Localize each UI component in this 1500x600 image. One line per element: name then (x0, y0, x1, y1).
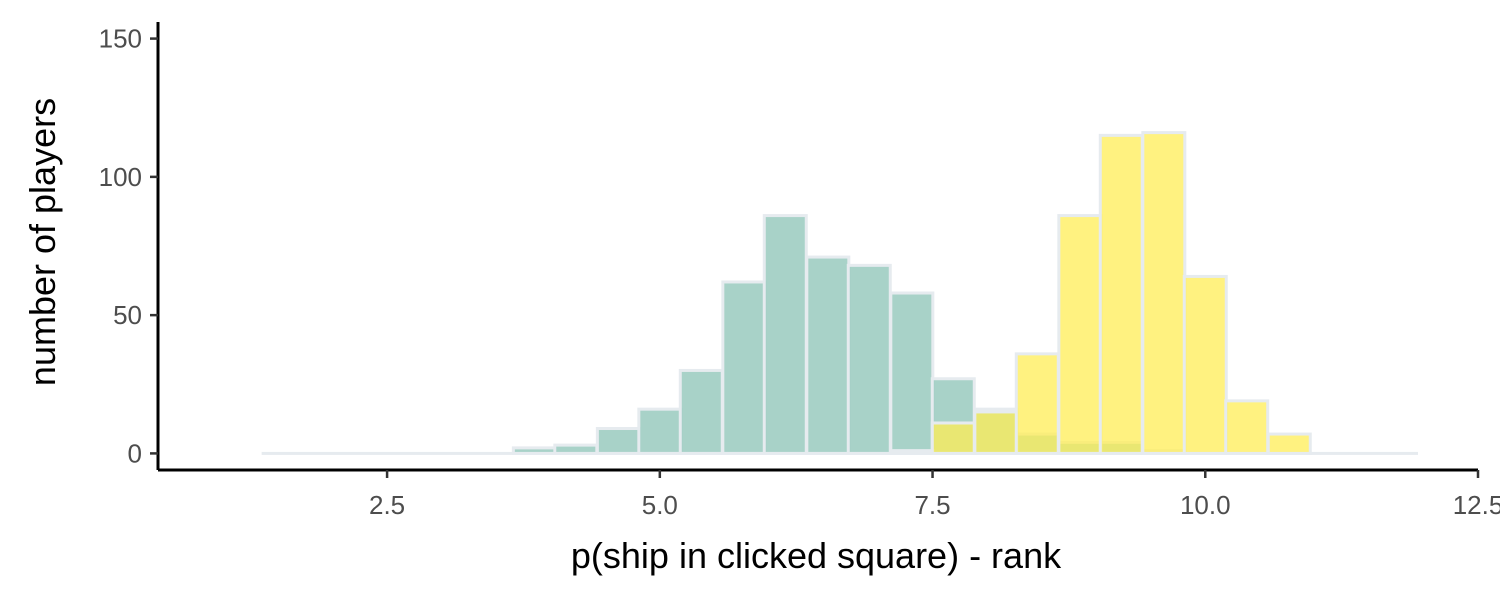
x-tick-label: 12.5 (1453, 490, 1500, 520)
histogram-bar (889, 449, 935, 455)
histogram-bar (637, 407, 683, 455)
x-tick-label: 10.0 (1180, 490, 1231, 520)
y-tick-label: 150 (99, 24, 142, 54)
histogram-bar (1182, 274, 1228, 455)
histogram-bar (1266, 432, 1312, 455)
histogram-bar (889, 291, 935, 455)
histogram-bar (1014, 352, 1060, 455)
histogram-bar (1098, 133, 1144, 455)
histogram-bar (1224, 399, 1270, 455)
histogram-bar (595, 427, 641, 455)
histogram-bar (553, 443, 599, 455)
histogram-bar (1141, 131, 1187, 455)
histogram-bar (805, 255, 851, 455)
x-tick-label: 5.0 (642, 490, 678, 520)
y-axis-title: number of players (22, 98, 63, 386)
histogram-bar (511, 446, 557, 455)
histogram-bar (678, 368, 724, 455)
x-axis-title: p(ship in clicked square) - rank (571, 535, 1062, 576)
histogram-bar (1057, 214, 1103, 455)
x-tick-label: 2.5 (369, 490, 405, 520)
y-tick-label: 100 (99, 162, 142, 192)
histogram-bar (762, 214, 808, 455)
histogram-bar (721, 280, 767, 455)
axes-layer: 2.5 5.0 7.5 10.0 12.5 0 50 100 150 (99, 22, 1500, 520)
histogram-bar (973, 410, 1019, 455)
bars-layer (261, 131, 1418, 455)
histogram-bar (846, 263, 892, 455)
y-tick-label: 0 (128, 438, 142, 468)
x-tick-label: 7.5 (914, 490, 950, 520)
histogram-bar (930, 421, 976, 455)
y-tick-label: 50 (113, 300, 142, 330)
